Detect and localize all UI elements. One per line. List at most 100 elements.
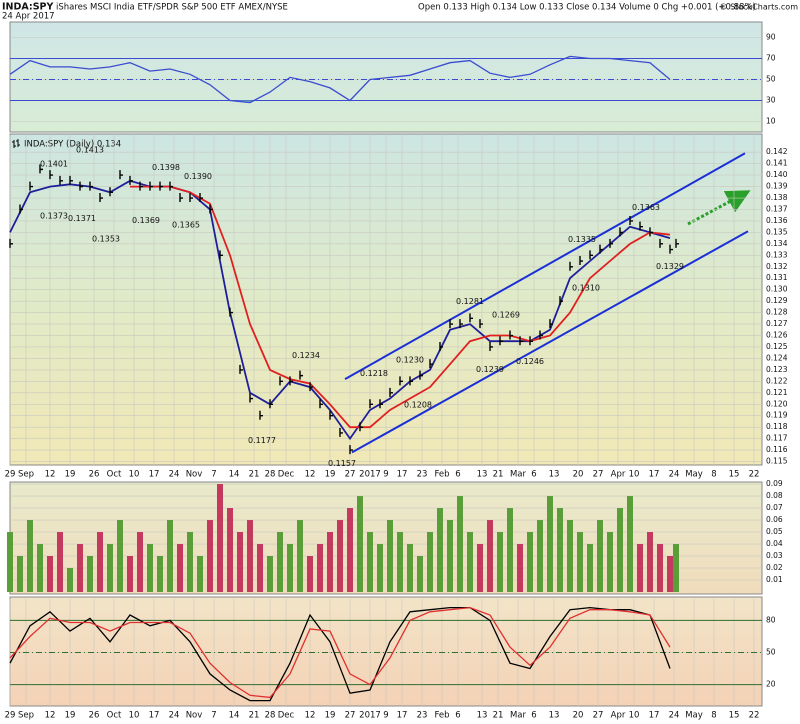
volume-bar: [567, 520, 573, 592]
volume-bar: [673, 544, 679, 592]
price-bar: [249, 393, 253, 403]
price-bar: [469, 313, 473, 323]
x-tick-label: 12: [305, 470, 316, 480]
x-tick-label: 14: [229, 711, 240, 721]
price-bar: [349, 445, 353, 455]
volume-bar: [427, 532, 433, 592]
price-bar: [549, 319, 553, 329]
x-tick-label: Oct: [107, 470, 122, 480]
x-tick-label: Feb: [434, 470, 449, 480]
x-tick-label: 12: [45, 470, 56, 480]
y-tick-label: 0.126: [766, 331, 788, 340]
y-tick-label: 30: [766, 96, 776, 105]
price-annotation: 0.1230: [396, 355, 424, 364]
x-tick-label: 17: [149, 470, 160, 480]
price-annotation: 0.1269: [492, 311, 520, 320]
x-tick-label: 12: [305, 711, 316, 721]
price-bar: [509, 330, 513, 340]
price-bar: [519, 336, 523, 346]
volume-bar: [267, 556, 273, 592]
date: 24 Apr 2017: [2, 12, 55, 22]
x-tick-label: Apr: [611, 711, 626, 721]
y-tick-label: 80: [766, 615, 776, 624]
price-bar: [589, 250, 593, 260]
volume-bar: [637, 544, 643, 592]
x-tick-label: 17: [649, 711, 660, 721]
y-tick-label: 0.128: [766, 308, 788, 317]
volume-bar: [157, 556, 163, 592]
price-annotation: 0.1177: [248, 436, 276, 445]
volume-bar: [517, 544, 523, 592]
volume-bar: [537, 520, 543, 592]
y-tick-label: 0.125: [766, 342, 788, 351]
price-bar: [59, 175, 63, 185]
y-tick-label: 0.118: [766, 422, 788, 431]
volume-bar: [37, 544, 43, 592]
volume-bar: [97, 532, 103, 592]
y-tick-label: 10: [766, 117, 776, 126]
x-tick-label: Nov: [186, 470, 203, 480]
price-bar: [409, 376, 413, 386]
description: iShares MSCI India ETF/SPDR S&P 500 ETF …: [56, 3, 288, 13]
volume-bar: [547, 496, 553, 592]
y-tick-label: 20: [766, 680, 776, 689]
price-bar: [399, 376, 403, 386]
x-tick-label: 26: [89, 711, 100, 721]
x-tick-label: 17: [149, 711, 160, 721]
x-tick-label: 19: [325, 470, 336, 480]
volume-bar: [347, 508, 353, 592]
x-tick-label: Dec: [278, 711, 295, 721]
x-tick-label: Sep: [18, 711, 34, 721]
price-annotation: 0.1369: [132, 216, 160, 225]
indicator-line: [9, 606, 671, 699]
y-tick-label: 0.137: [766, 204, 788, 213]
y-tick-label: 0.142: [766, 147, 788, 156]
x-tick-label: 24: [669, 711, 680, 721]
price-annotation: 0.1401: [40, 159, 68, 168]
x-tick-label: 8: [711, 470, 716, 480]
y-tick-label: 0.123: [766, 365, 788, 374]
x-tick-label: 26: [89, 470, 100, 480]
y-tick-label: 0.136: [766, 216, 788, 225]
price-bar: [479, 319, 483, 329]
legend: INDA:SPY (Daily) 0.134: [24, 140, 121, 150]
price-bar: [459, 319, 463, 329]
volume-bar: [487, 520, 493, 592]
price-bar: [329, 410, 333, 420]
volume-bar: [107, 544, 113, 592]
price-bar: [129, 175, 133, 185]
price-bar: [89, 181, 93, 191]
x-tick-label: 6: [531, 711, 536, 721]
x-tick-label: 6: [455, 470, 460, 480]
x-tick-label: 9: [383, 711, 388, 721]
y-tick-label: 0.116: [766, 445, 788, 454]
x-tick-label: 24: [669, 470, 680, 480]
price-annotation: 0.1157: [328, 459, 356, 468]
volume-bar: [337, 520, 343, 592]
x-tick-label: 7: [211, 470, 216, 480]
y-tick-label: 0.135: [766, 227, 788, 236]
y-tick-label: 70: [766, 54, 776, 63]
x-tick-label: 2017: [359, 711, 381, 721]
price-bar: [29, 181, 33, 191]
volume-bar: [327, 532, 333, 592]
volume-bar: [527, 532, 533, 592]
volume-bar: [127, 556, 133, 592]
x-tick-label: 21: [493, 711, 504, 721]
price-bar: [149, 181, 153, 191]
volume-bar: [237, 532, 243, 592]
y-tick-label: 0.139: [766, 182, 788, 191]
price-bar: [239, 364, 243, 374]
x-tick-label: 23: [417, 711, 428, 721]
volume-bar: [657, 544, 663, 592]
channel-line: [351, 230, 749, 454]
price-bar: [579, 256, 583, 266]
price-bar: [629, 215, 633, 225]
x-tick-label: 10: [629, 470, 640, 480]
price-annotation: 0.1353: [92, 234, 120, 243]
x-tick-label: 17: [397, 470, 408, 480]
x-tick-label: Feb: [434, 711, 449, 721]
price-bar: [229, 307, 233, 317]
price-annotation: 0.1373: [40, 212, 68, 221]
quote: Open 0.133 High 0.134 Low 0.133 Close 0.…: [418, 3, 756, 13]
